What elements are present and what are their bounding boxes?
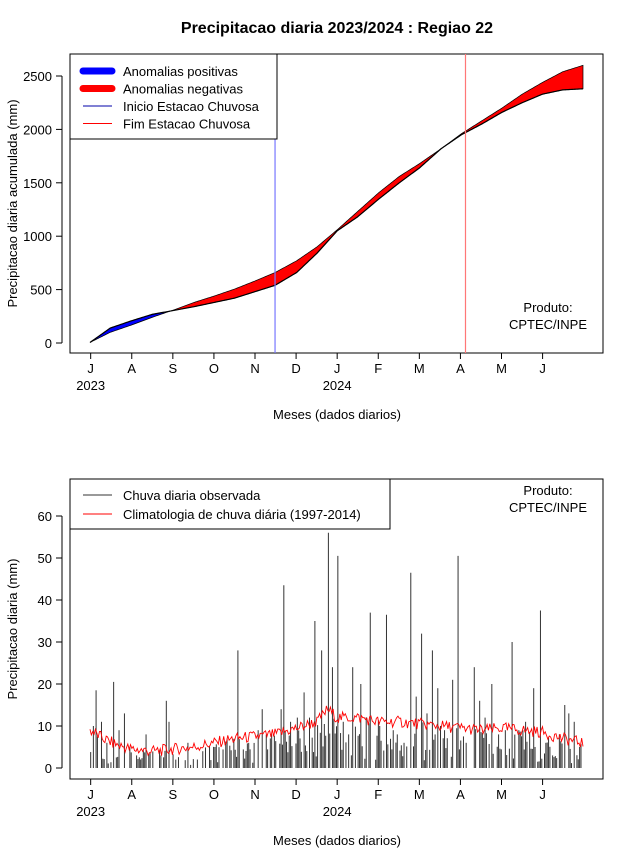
- x-tick-label: F: [374, 787, 382, 802]
- y-axis-title: Precipitacao diaria (mm): [5, 559, 20, 700]
- x-tick-label: S: [169, 361, 178, 376]
- y-tick-label: 1000: [23, 229, 52, 244]
- legend-negative-anomaly-label: Anomalias negativas: [123, 82, 243, 97]
- x-tick-label: A: [127, 361, 136, 376]
- x-tick-label: M: [414, 361, 425, 376]
- x-tick-label: O: [209, 361, 219, 376]
- x-tick-label: S: [169, 787, 178, 802]
- x-tick-label: J: [539, 361, 546, 376]
- x-axis-title: Meses (dados diarios): [273, 407, 401, 422]
- y-tick-label: 0: [45, 336, 52, 351]
- y-tick-label: 1500: [23, 176, 52, 191]
- y-axis-title: Precipitacao diaria acumulada (mm): [5, 99, 20, 307]
- observed-cumulative-line: [89, 88, 584, 343]
- credit-label: Produto:: [523, 483, 572, 498]
- y-tick-label: 10: [38, 719, 52, 734]
- legend-observed-label: Chuva diaria observada: [123, 488, 261, 503]
- y-tick-label: 40: [38, 593, 52, 608]
- x-tick-label: J: [87, 361, 94, 376]
- climatology-daily-line: [89, 705, 584, 757]
- chart-title: Precipitacao diaria 2023/2024 : Regiao 2…: [181, 20, 493, 37]
- y-tick-label: 50: [38, 551, 52, 566]
- y-tick-label: 500: [30, 283, 52, 298]
- y-tick-label: 2500: [23, 69, 52, 84]
- accumulated-precipitation-chart: J A S O N D J F M A M J 2023 2024 0 500 1000 1500 2000 2500…: [5, 53, 604, 422]
- credit-source: CPTEC/INPE: [509, 500, 587, 515]
- y-tick-label: 20: [38, 677, 52, 692]
- legend-positive-anomaly-label: Anomalias positivas: [123, 64, 238, 79]
- x-tick-label: N: [250, 787, 259, 802]
- year-label: 2023: [76, 378, 105, 393]
- year-label: 2024: [323, 378, 352, 393]
- x-tick-label: D: [291, 787, 300, 802]
- year-label: 2024: [323, 804, 352, 819]
- x-tick-label: J: [334, 361, 341, 376]
- legend-climatology-label: Climatologia de chuva diária (1997-2014): [123, 507, 361, 522]
- x-tick-label: M: [496, 787, 507, 802]
- legend-box: [69, 478, 391, 530]
- x-tick-label: A: [456, 361, 465, 376]
- x-tick-label: N: [250, 361, 259, 376]
- y-tick-label: 30: [38, 635, 52, 650]
- x-tick-label: A: [456, 787, 465, 802]
- x-tick-label: J: [87, 787, 94, 802]
- x-tick-label: J: [539, 787, 546, 802]
- positive-anomaly-area: [89, 310, 171, 343]
- y-tick-label: 0: [45, 761, 52, 776]
- credit-source: CPTEC/INPE: [509, 317, 587, 332]
- x-tick-label: A: [127, 787, 136, 802]
- year-label: 2023: [76, 804, 105, 819]
- y-tick-label: 60: [38, 509, 52, 524]
- x-tick-label: M: [496, 361, 507, 376]
- negative-anomaly-area: [169, 148, 441, 312]
- x-tick-label: D: [291, 361, 300, 376]
- x-tick-label: M: [414, 787, 425, 802]
- y-tick-label: 2000: [23, 122, 52, 137]
- x-axis-title: Meses (dados diarios): [273, 833, 401, 848]
- daily-precipitation-chart: J A S O N D J F M A M J 2023 2024 0 10 20 30 40 50 60 Meses (…: [5, 478, 604, 848]
- x-tick-label: F: [374, 361, 382, 376]
- legend-end-label: Fim Estacao Chuvosa: [123, 117, 251, 132]
- x-tick-label: J: [334, 787, 341, 802]
- x-tick-label: O: [209, 787, 219, 802]
- credit-label: Produto:: [523, 300, 572, 315]
- legend-onset-label: Inicio Estacao Chuvosa: [123, 99, 260, 114]
